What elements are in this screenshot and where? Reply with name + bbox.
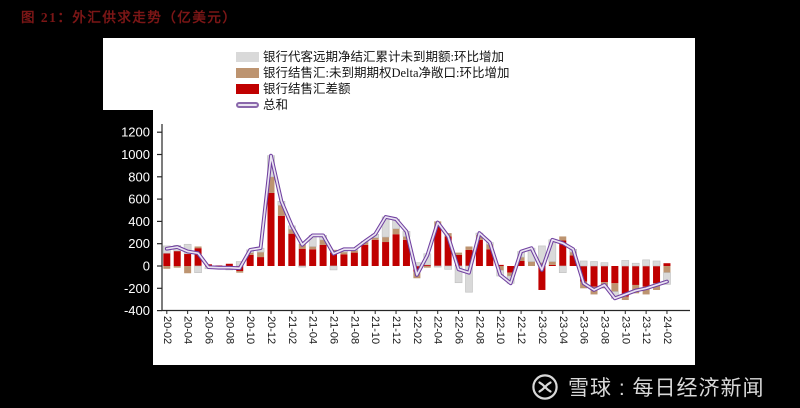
legend-item-option-delta: 银行结售汇:未到期期权Delta净敞口:环比增加	[236, 65, 566, 81]
svg-text:20-02: 20-02	[161, 316, 173, 344]
legend-label: 总和	[263, 98, 289, 112]
svg-text:400: 400	[128, 214, 150, 229]
svg-text:21-06: 21-06	[328, 316, 340, 344]
legend-label: 银行代客远期净结汇累计未到期额:环比增加	[263, 50, 504, 64]
x-axis: 20-02 20-04 20-06 20-08 20-10 20-12 21-02 21-04…	[161, 310, 673, 344]
chart-legend: 银行代客远期净结汇累计未到期额:环比增加 银行结售汇:未到期期权Delta净敞口…	[236, 49, 566, 113]
svg-text:21-12: 21-12	[390, 316, 402, 344]
svg-text:23-08: 23-08	[598, 316, 610, 344]
svg-text:0: 0	[143, 259, 150, 274]
svg-text:22-06: 22-06	[453, 316, 465, 344]
legend-label: 银行结售汇:未到期期权Delta净敞口:环比增加	[263, 66, 510, 80]
svg-text:600: 600	[128, 192, 150, 207]
snowball-logo-icon	[532, 374, 558, 400]
svg-text:200: 200	[128, 236, 150, 251]
svg-text:20-10: 20-10	[244, 316, 256, 344]
legend-item-forward-settlement: 银行代客远期净结汇累计未到期额:环比增加	[236, 49, 566, 65]
svg-text:21-02: 21-02	[286, 316, 298, 344]
svg-text:22-12: 22-12	[515, 316, 527, 344]
svg-text:22-08: 22-08	[473, 316, 485, 344]
svg-text:23-02: 23-02	[536, 316, 548, 344]
svg-text:23-10: 23-10	[619, 316, 631, 344]
svg-text:1200: 1200	[121, 125, 150, 140]
svg-text:21-10: 21-10	[369, 316, 381, 344]
svg-text:24-02: 24-02	[661, 316, 673, 344]
svg-text:-200: -200	[124, 281, 150, 296]
svg-text:22-10: 22-10	[494, 316, 506, 344]
svg-text:20-08: 20-08	[223, 316, 235, 344]
svg-text:-400: -400	[124, 303, 150, 318]
legend-item-sum: 总和	[236, 97, 566, 113]
figure-title: 图 21：外汇供求走势（亿美元）	[21, 10, 238, 25]
watermark-text: 雪球 : 每日经济新闻	[568, 377, 765, 400]
svg-text:22-04: 22-04	[432, 316, 444, 344]
svg-text:20-12: 20-12	[265, 316, 277, 344]
sum-line	[164, 153, 669, 301]
svg-text:800: 800	[128, 169, 150, 184]
y-axis-label-strip	[0, 110, 153, 365]
legend-label: 银行结售汇差额	[263, 82, 351, 96]
legend-swatch-sum-line	[236, 102, 259, 108]
svg-text:23-04: 23-04	[557, 316, 569, 344]
svg-text:23-12: 23-12	[640, 316, 652, 344]
legend-swatch-gray	[236, 52, 259, 62]
y-axis: -400 -200 0 200 400 600 800 1000 1200	[121, 125, 162, 318]
legend-swatch-red	[236, 84, 259, 94]
svg-text:21-04: 21-04	[307, 316, 319, 344]
svg-text:23-06: 23-06	[578, 316, 590, 344]
legend-swatch-tan	[236, 68, 259, 78]
svg-text:21-08: 21-08	[348, 316, 360, 344]
bars-settlement-balance	[163, 192, 671, 297]
svg-text:22-02: 22-02	[411, 316, 423, 344]
svg-text:20-04: 20-04	[182, 316, 194, 344]
svg-text:20-06: 20-06	[203, 316, 215, 344]
svg-text:1000: 1000	[121, 147, 150, 162]
axis-spines	[161, 124, 690, 312]
watermark: 雪球 : 每日经济新闻	[531, 371, 765, 403]
legend-item-settlement-balance: 银行结售汇差额	[236, 81, 566, 97]
